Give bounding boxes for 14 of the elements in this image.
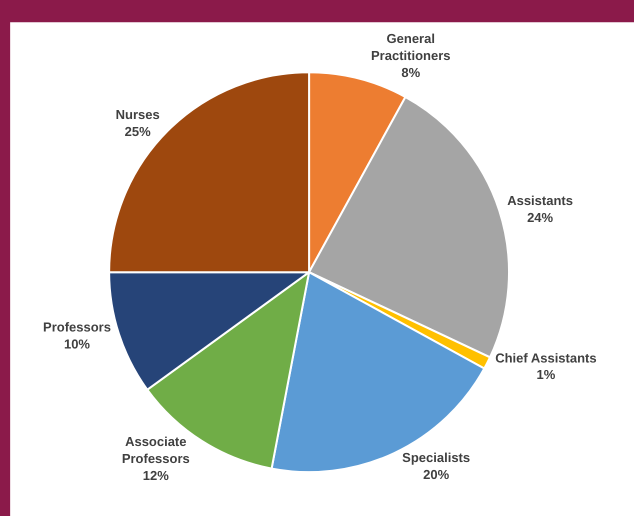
- data-label: 8%: [401, 65, 421, 80]
- data-label: 20%: [423, 467, 450, 482]
- data-label: 25%: [124, 124, 152, 139]
- slice-label: Assistants: [507, 192, 573, 208]
- data-label: 1%: [536, 367, 556, 382]
- data-label: 24%: [527, 210, 554, 225]
- slice-label: Associate Professors: [122, 434, 190, 466]
- slice-label: Chief Assistants: [495, 350, 597, 366]
- slice-label: Specialists: [402, 450, 470, 466]
- data-label: 12%: [142, 468, 170, 483]
- slice-label: Nurses: [116, 106, 160, 122]
- data-label: 10%: [64, 336, 90, 352]
- slice-label: Professors: [43, 320, 111, 335]
- slice-label: General Practitioners: [371, 31, 450, 64]
